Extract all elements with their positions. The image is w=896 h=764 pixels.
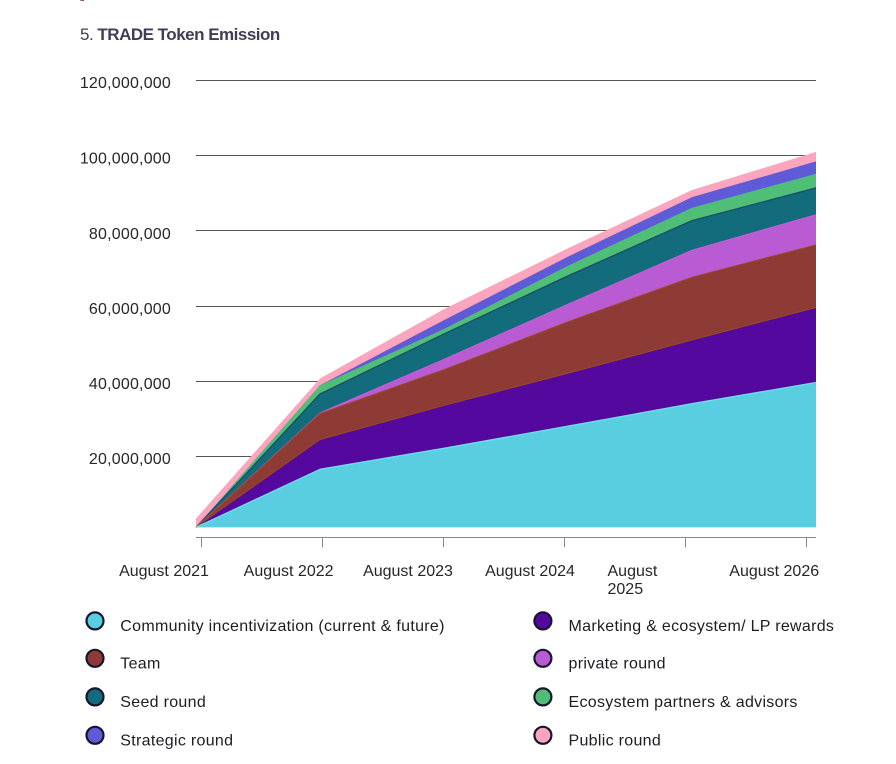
svg-text:August 2024: August 2024 xyxy=(485,563,575,580)
svg-text:Seed round: Seed round xyxy=(120,694,206,711)
svg-text:Community incentivization (cur: Community incentivization (current & fut… xyxy=(120,618,444,635)
svg-text:Ecosystem partners & advisors: Ecosystem partners & advisors xyxy=(569,694,798,711)
svg-text:60,000,000: 60,000,000 xyxy=(89,301,171,318)
svg-text:Public round: Public round xyxy=(569,733,662,750)
svg-text:100,000,000: 100,000,000 xyxy=(80,151,171,168)
svg-text:80,000,000: 80,000,000 xyxy=(89,226,171,243)
svg-text:20,000,000: 20,000,000 xyxy=(89,451,171,468)
svg-text:August 2022: August 2022 xyxy=(244,563,334,580)
svg-text:120,000,000: 120,000,000 xyxy=(80,75,171,92)
svg-text:40,000,000: 40,000,000 xyxy=(89,376,171,393)
svg-text:2025: 2025 xyxy=(608,581,644,598)
svg-text:private round: private round xyxy=(569,656,666,673)
svg-text:Marketing & ecosystem/ LP rewa: Marketing & ecosystem/ LP rewards xyxy=(569,618,835,635)
svg-text:August 2023: August 2023 xyxy=(363,563,453,580)
svg-text:August: August xyxy=(608,563,658,580)
svg-text:Team: Team xyxy=(120,656,160,673)
svg-text:August 2026: August 2026 xyxy=(729,563,819,580)
svg-text:Strategic round: Strategic round xyxy=(120,733,233,750)
svg-text:August 2021: August 2021 xyxy=(119,563,209,580)
